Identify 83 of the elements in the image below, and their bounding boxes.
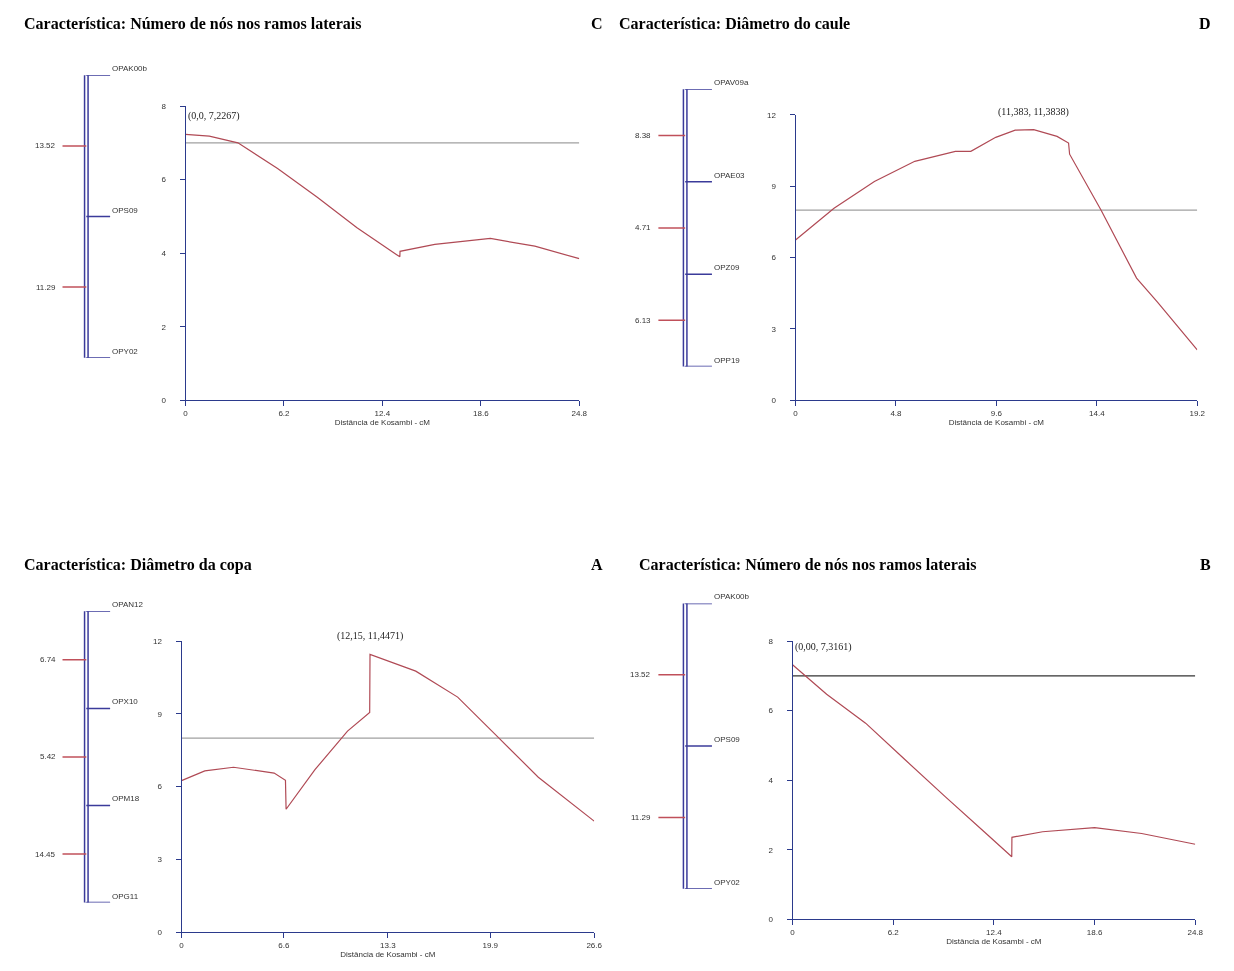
x-tick-label: 24.8 — [571, 408, 588, 418]
category-label: OPZ09 — [714, 263, 740, 272]
x-tick-label: 4.8 — [890, 408, 903, 418]
y-tick-label: 6 — [161, 175, 167, 185]
text: 6.13 — [635, 316, 652, 325]
y-tick-label: 0 — [771, 396, 777, 406]
category-label: OPAK00b — [112, 64, 148, 73]
y-tick-label: 0 — [768, 915, 774, 925]
y-tick-label: 4 — [161, 248, 167, 258]
category-label: OPS09 — [112, 206, 139, 215]
x-tick-label: 19.2 — [1189, 408, 1206, 418]
text: A — [591, 556, 603, 573]
y-tick-label: 4 — [768, 776, 774, 786]
annotation: (12,15, 11,4471) — [337, 630, 404, 642]
category-label: OPX10 — [112, 697, 139, 706]
annotation: (11,383, 11,3838) — [998, 106, 1069, 118]
x-tick-label: 12.4 — [374, 408, 391, 418]
y-tick-label: 6 — [157, 782, 163, 792]
x-axis-title: Distância de Kosambi - cM — [948, 417, 1045, 427]
category-label: OPAE03 — [714, 171, 746, 180]
chart-title: Característica: Diâmetro do caule — [619, 15, 851, 32]
x-tick-label: 24.8 — [1187, 928, 1204, 938]
x-tick-label: 6.2 — [278, 408, 291, 418]
x-tick-label: 6.6 — [278, 940, 291, 950]
y-tick-label: 2 — [768, 845, 774, 855]
text: B — [1200, 556, 1211, 573]
category-label: OPAV09a — [714, 78, 749, 87]
category-label: OPM18 — [112, 794, 140, 803]
category-label: OPY02 — [714, 878, 741, 887]
x-tick-label: 18.6 — [473, 408, 490, 418]
text: 6.74 — [40, 655, 57, 664]
y-tick-label: 6 — [768, 706, 774, 716]
x-tick-label: 0 — [793, 408, 799, 418]
chart-title: Característica: Diâmetro da copa — [24, 556, 252, 574]
x-tick-label: 18.6 — [1086, 928, 1103, 938]
x-tick-label: 0 — [790, 928, 796, 938]
text: 11.29 — [36, 283, 56, 292]
text: 14.45 — [35, 850, 56, 859]
y-tick-label: 8 — [768, 636, 774, 646]
x-tick-label: 0 — [179, 940, 185, 950]
x-axis-title: Distância de Kosambi - cM — [946, 937, 1042, 947]
category-label: OPG11 — [112, 892, 139, 901]
chart-title: Característica: Número de nós nos ramos laterais — [639, 556, 977, 573]
line-series — [792, 664, 1196, 858]
x-tick-label: 6.2 — [887, 928, 900, 938]
category-label: OPAN12 — [112, 600, 144, 609]
x-tick-label: 14.4 — [1089, 408, 1106, 418]
category-label: OPP19 — [714, 356, 741, 365]
y-tick-label: 3 — [771, 324, 777, 334]
text: 13.52 — [630, 670, 651, 679]
y-tick-label: 8 — [161, 101, 167, 111]
y-tick-label: 12 — [767, 110, 777, 120]
x-axis-title: Distância de Kosambi - cM — [340, 950, 436, 960]
text: 13.52 — [35, 141, 56, 150]
category-label: OPY02 — [112, 347, 139, 356]
x-tick-label: 9.6 — [990, 408, 1003, 418]
y-tick-label: 3 — [157, 855, 163, 865]
annotation: (0,00, 7,3161) — [795, 641, 852, 653]
chart-title: Característica: Número de nós nos ramos laterais — [24, 15, 362, 32]
x-tick-label: 12.4 — [986, 928, 1003, 938]
line-series — [185, 133, 580, 260]
x-tick-label: 19.9 — [482, 940, 499, 950]
text: 4.71 — [635, 223, 652, 232]
annotation: (0,0, 7,2267) — [188, 110, 240, 122]
y-tick-label: 12 — [153, 636, 163, 646]
text: 11.29 — [631, 813, 651, 822]
line-series — [181, 653, 595, 822]
x-axis-title: Distância de Kosambi - cM — [334, 417, 431, 427]
y-tick-label: 0 — [161, 396, 167, 406]
y-tick-label: 9 — [157, 709, 163, 719]
category-label: OPAK00b — [714, 592, 750, 601]
category-label: OPS09 — [714, 735, 741, 744]
text: D — [1199, 15, 1211, 32]
line-series — [795, 129, 1198, 351]
x-tick-label: 13.3 — [380, 940, 397, 950]
y-tick-label: 6 — [771, 253, 777, 263]
x-tick-label: 26.6 — [586, 940, 603, 950]
x-tick-label: 0 — [183, 408, 189, 418]
text: 5.42 — [40, 752, 57, 761]
y-tick-label: 9 — [771, 182, 777, 192]
y-tick-label: 2 — [161, 322, 167, 332]
text: C — [591, 15, 603, 32]
text: 8.38 — [635, 131, 652, 140]
